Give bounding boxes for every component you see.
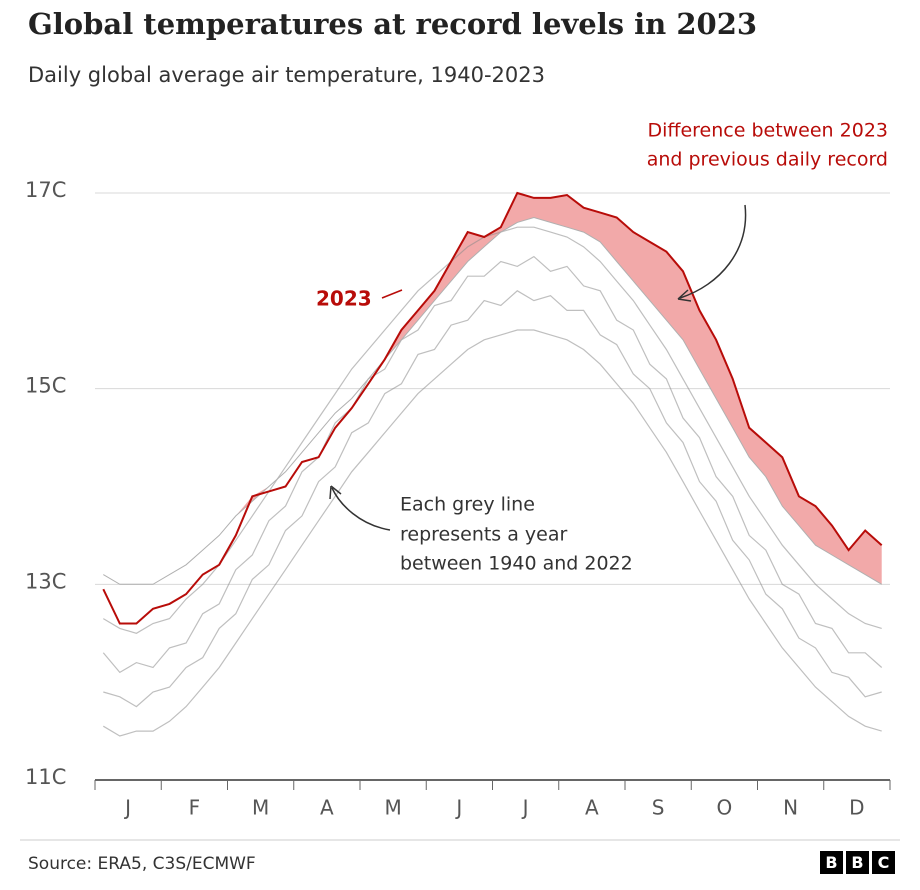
year-line [102,255,883,674]
year-line [103,290,882,708]
x-tick-label: A [585,796,599,820]
annotation-arrow [331,487,391,531]
x-tick-label: F [189,796,201,820]
logo-box [846,851,869,874]
logo-letter: C [878,853,890,872]
x-tick-label: M [384,796,401,820]
series-line [102,191,883,625]
x-tick-label: O [717,796,733,820]
year-line [102,226,882,634]
label-leader [381,289,403,299]
annotation: between 1940 and 2022 [400,553,633,575]
year-line [102,329,882,737]
annotation-arrow [329,485,342,500]
x-tick-label: J [123,796,131,820]
x-tick-label: D [849,796,864,820]
x-tick-label: A [320,796,334,820]
y-tick-label: 15C [25,374,66,398]
series-label: 2023 [316,287,372,311]
x-tick-label: J [521,796,529,820]
y-tick-label: 13C [25,569,66,593]
record-line [103,216,882,585]
annotation: Each grey line [400,494,535,516]
annotation: and previous daily record [647,149,888,171]
annotation: Difference between 2023 [647,120,888,142]
chart-title: Global temperatures at record levels in … [28,7,757,41]
x-tick-label: M [252,796,269,820]
source: Source: ERA5, C3S/ECMWF [28,854,256,874]
logo-letter: B [825,853,837,872]
logo-box [820,851,843,874]
annotation-arrow [677,289,692,302]
annotation-arrow [679,204,747,299]
chart-subtitle: Daily global average air temperature, 19… [28,63,545,87]
logo-box [872,851,895,874]
x-tick-label: J [454,796,462,820]
x-tick-label: S [652,796,665,820]
logo-letter: B [851,853,863,872]
x-tick-label: N [783,796,798,820]
y-tick-label: 11C [25,765,66,789]
y-tick-label: 17C [25,178,66,202]
annotation: represents a year [400,524,568,546]
